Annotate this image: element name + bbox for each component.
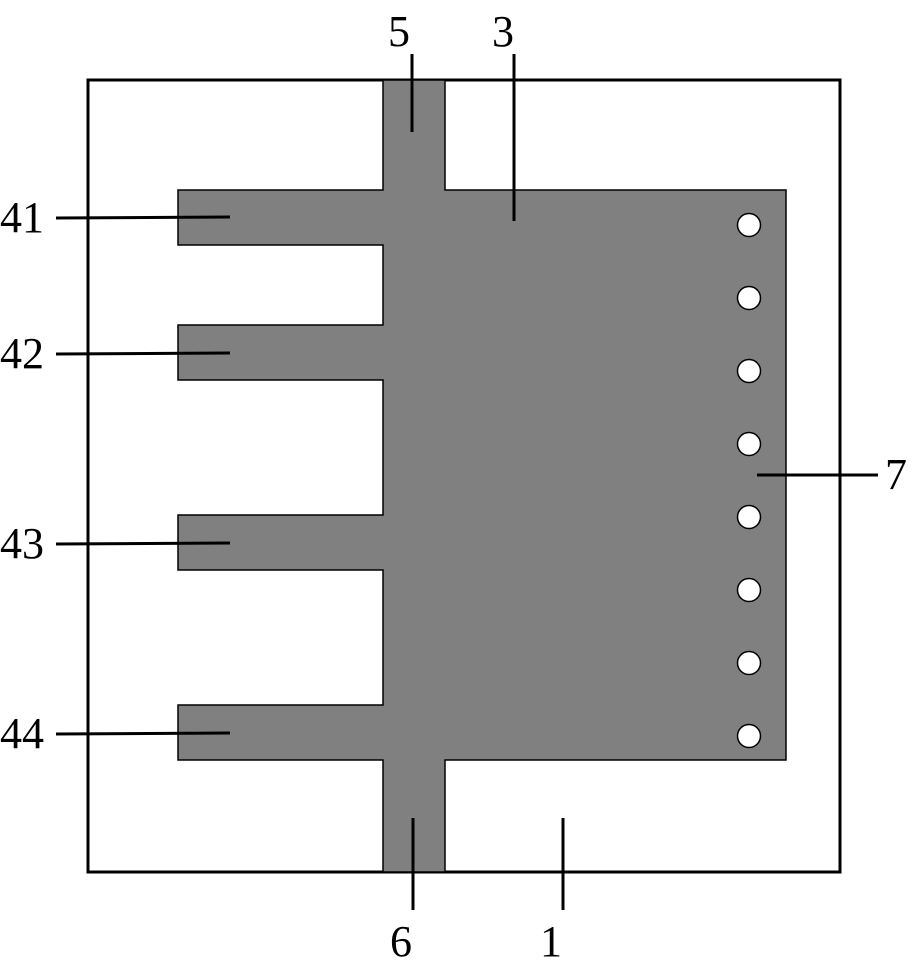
diagram-svg [0,0,918,971]
via-hole [738,725,761,748]
callout-label-42: 42 [0,332,44,376]
callout-label-6: 6 [390,920,412,964]
callout-label-5: 5 [388,10,410,54]
via-hole [738,214,761,237]
callout-label-43: 43 [0,522,44,566]
via-hole [738,506,761,529]
callout-leader-44 [56,733,230,734]
callout-label-44: 44 [0,712,44,756]
callout-label-1: 1 [540,920,562,964]
via-hole [738,287,761,310]
via-hole [738,652,761,675]
via-hole [738,360,761,383]
callout-leader-41 [56,217,230,218]
diagram-container: 5 3 41 42 43 44 7 6 1 [0,0,918,971]
callout-leader-43 [56,543,230,544]
via-hole [738,433,761,456]
callout-label-3: 3 [492,10,514,54]
callout-label-41: 41 [0,196,44,240]
callout-leader-42 [56,353,230,354]
via-hole [738,579,761,602]
callout-label-7: 7 [885,453,907,497]
